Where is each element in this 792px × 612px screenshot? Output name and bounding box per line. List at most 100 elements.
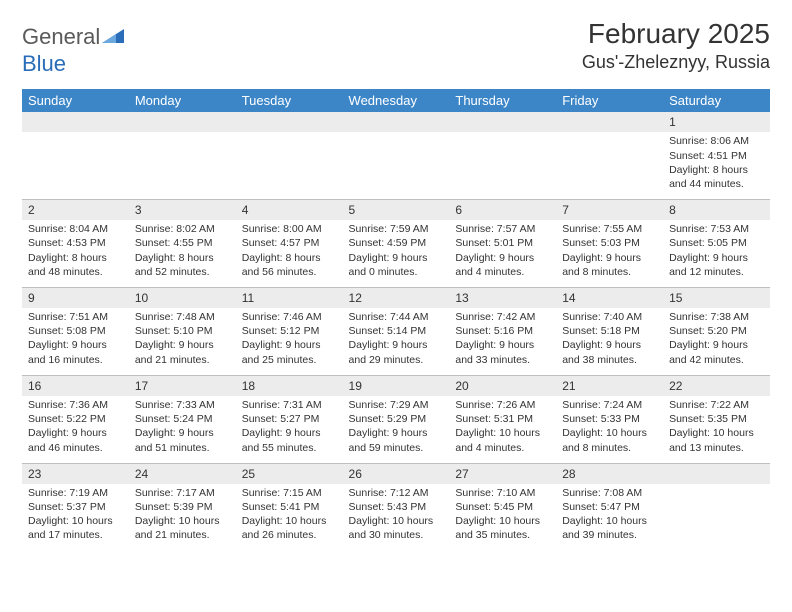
title-block: February 2025 Gus'-Zheleznyy, Russia xyxy=(582,18,770,73)
day-line: Daylight: 10 hours and 13 minutes. xyxy=(669,426,764,454)
day-line: Sunset: 5:08 PM xyxy=(28,324,123,338)
day-number: 28 xyxy=(556,464,663,484)
logo-text-blue: Blue xyxy=(22,51,66,76)
col-saturday: Saturday xyxy=(663,89,770,112)
day-number: 2 xyxy=(22,200,129,220)
day-line: Daylight: 8 hours and 56 minutes. xyxy=(242,251,337,279)
day-content: Sunrise: 7:15 AMSunset: 5:41 PMDaylight:… xyxy=(236,484,343,551)
day-line: Sunrise: 7:10 AM xyxy=(455,486,550,500)
day-number xyxy=(343,112,450,132)
day-line: Daylight: 9 hours and 38 minutes. xyxy=(562,338,657,366)
day-line: Sunset: 5:27 PM xyxy=(242,412,337,426)
day-content: Sunrise: 7:24 AMSunset: 5:33 PMDaylight:… xyxy=(556,396,663,463)
day-line: Sunset: 5:33 PM xyxy=(562,412,657,426)
day-line: Sunrise: 7:42 AM xyxy=(455,310,550,324)
day-cell xyxy=(449,112,556,199)
day-content xyxy=(22,132,129,192)
day-cell: 2Sunrise: 8:04 AMSunset: 4:53 PMDaylight… xyxy=(22,200,129,288)
day-line: Sunset: 5:47 PM xyxy=(562,500,657,514)
day-line: Sunset: 5:29 PM xyxy=(349,412,444,426)
day-number: 20 xyxy=(449,376,556,396)
day-cell: 26Sunrise: 7:12 AMSunset: 5:43 PMDayligh… xyxy=(343,463,450,550)
day-line: Daylight: 10 hours and 4 minutes. xyxy=(455,426,550,454)
day-content: Sunrise: 8:02 AMSunset: 4:55 PMDaylight:… xyxy=(129,220,236,287)
col-wednesday: Wednesday xyxy=(343,89,450,112)
day-line: Sunset: 5:45 PM xyxy=(455,500,550,514)
day-line: Daylight: 10 hours and 39 minutes. xyxy=(562,514,657,542)
day-line: Daylight: 9 hours and 51 minutes. xyxy=(135,426,230,454)
day-cell xyxy=(236,112,343,199)
month-title: February 2025 xyxy=(582,18,770,50)
day-number: 12 xyxy=(343,288,450,308)
day-line: Daylight: 10 hours and 8 minutes. xyxy=(562,426,657,454)
day-content: Sunrise: 7:38 AMSunset: 5:20 PMDaylight:… xyxy=(663,308,770,375)
day-content: Sunrise: 7:36 AMSunset: 5:22 PMDaylight:… xyxy=(22,396,129,463)
calendar-body: 1Sunrise: 8:06 AMSunset: 4:51 PMDaylight… xyxy=(22,112,770,550)
day-line: Sunrise: 7:31 AM xyxy=(242,398,337,412)
day-cell: 22Sunrise: 7:22 AMSunset: 5:35 PMDayligh… xyxy=(663,375,770,463)
col-friday: Friday xyxy=(556,89,663,112)
day-number: 9 xyxy=(22,288,129,308)
day-number: 15 xyxy=(663,288,770,308)
day-line: Daylight: 10 hours and 21 minutes. xyxy=(135,514,230,542)
week-row: 16Sunrise: 7:36 AMSunset: 5:22 PMDayligh… xyxy=(22,375,770,463)
day-line: Sunrise: 7:57 AM xyxy=(455,222,550,236)
day-cell xyxy=(663,463,770,550)
day-number: 7 xyxy=(556,200,663,220)
day-number xyxy=(22,112,129,132)
day-line: Sunrise: 7:17 AM xyxy=(135,486,230,500)
week-row: 2Sunrise: 8:04 AMSunset: 4:53 PMDaylight… xyxy=(22,200,770,288)
day-number: 10 xyxy=(129,288,236,308)
day-cell: 1Sunrise: 8:06 AMSunset: 4:51 PMDaylight… xyxy=(663,112,770,199)
day-line: Sunrise: 7:44 AM xyxy=(349,310,444,324)
day-content: Sunrise: 7:12 AMSunset: 5:43 PMDaylight:… xyxy=(343,484,450,551)
day-content: Sunrise: 7:26 AMSunset: 5:31 PMDaylight:… xyxy=(449,396,556,463)
day-cell: 12Sunrise: 7:44 AMSunset: 5:14 PMDayligh… xyxy=(343,287,450,375)
day-number: 17 xyxy=(129,376,236,396)
day-content xyxy=(343,132,450,192)
week-row: 1Sunrise: 8:06 AMSunset: 4:51 PMDaylight… xyxy=(22,112,770,199)
day-line: Daylight: 9 hours and 21 minutes. xyxy=(135,338,230,366)
day-content xyxy=(556,132,663,192)
day-content: Sunrise: 7:57 AMSunset: 5:01 PMDaylight:… xyxy=(449,220,556,287)
day-content: Sunrise: 7:55 AMSunset: 5:03 PMDaylight:… xyxy=(556,220,663,287)
day-cell: 11Sunrise: 7:46 AMSunset: 5:12 PMDayligh… xyxy=(236,287,343,375)
location: Gus'-Zheleznyy, Russia xyxy=(582,52,770,73)
logo-text-general: General xyxy=(22,24,100,49)
day-line: Sunset: 5:35 PM xyxy=(669,412,764,426)
day-line: Sunrise: 8:04 AM xyxy=(28,222,123,236)
day-cell: 20Sunrise: 7:26 AMSunset: 5:31 PMDayligh… xyxy=(449,375,556,463)
day-line: Sunrise: 7:22 AM xyxy=(669,398,764,412)
day-line: Daylight: 8 hours and 52 minutes. xyxy=(135,251,230,279)
logo: General Blue xyxy=(22,24,124,77)
day-line: Daylight: 9 hours and 29 minutes. xyxy=(349,338,444,366)
day-number: 26 xyxy=(343,464,450,484)
day-line: Daylight: 9 hours and 12 minutes. xyxy=(669,251,764,279)
header: General Blue February 2025 Gus'-Zhelezny… xyxy=(22,18,770,77)
day-line: Sunrise: 8:06 AM xyxy=(669,134,764,148)
day-content: Sunrise: 7:59 AMSunset: 4:59 PMDaylight:… xyxy=(343,220,450,287)
day-line: Sunset: 5:01 PM xyxy=(455,236,550,250)
day-cell: 23Sunrise: 7:19 AMSunset: 5:37 PMDayligh… xyxy=(22,463,129,550)
day-line: Sunrise: 8:00 AM xyxy=(242,222,337,236)
day-line: Daylight: 10 hours and 26 minutes. xyxy=(242,514,337,542)
day-line: Sunset: 5:24 PM xyxy=(135,412,230,426)
day-line: Sunrise: 7:29 AM xyxy=(349,398,444,412)
day-line: Sunrise: 7:59 AM xyxy=(349,222,444,236)
day-content: Sunrise: 7:53 AMSunset: 5:05 PMDaylight:… xyxy=(663,220,770,287)
day-line: Daylight: 9 hours and 4 minutes. xyxy=(455,251,550,279)
day-line: Sunset: 5:41 PM xyxy=(242,500,337,514)
day-content: Sunrise: 7:46 AMSunset: 5:12 PMDaylight:… xyxy=(236,308,343,375)
logo-triangle-icon xyxy=(102,25,124,51)
day-content: Sunrise: 7:22 AMSunset: 5:35 PMDaylight:… xyxy=(663,396,770,463)
day-line: Daylight: 9 hours and 8 minutes. xyxy=(562,251,657,279)
day-line: Sunset: 5:20 PM xyxy=(669,324,764,338)
day-content xyxy=(449,132,556,192)
day-cell xyxy=(343,112,450,199)
day-content: Sunrise: 7:31 AMSunset: 5:27 PMDaylight:… xyxy=(236,396,343,463)
day-line: Sunset: 4:55 PM xyxy=(135,236,230,250)
col-tuesday: Tuesday xyxy=(236,89,343,112)
day-line: Sunrise: 7:12 AM xyxy=(349,486,444,500)
day-line: Sunrise: 8:02 AM xyxy=(135,222,230,236)
day-number xyxy=(663,464,770,484)
